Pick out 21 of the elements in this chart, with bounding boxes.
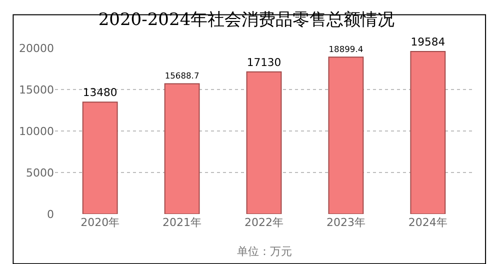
data-label: 18899.4 <box>328 44 364 54</box>
data-label: 13480 <box>82 86 118 100</box>
y-tick-label: 5000 <box>26 166 54 180</box>
y-tick-label: 10000 <box>19 124 54 138</box>
bar <box>328 56 364 214</box>
bar <box>82 102 118 214</box>
data-label: 17130 <box>246 56 282 69</box>
bar <box>410 50 446 214</box>
y-tick-label: 15000 <box>19 83 54 96</box>
x-tick-label: 2020年 <box>80 216 120 229</box>
y-tick-label: 0 <box>47 208 54 221</box>
text: 单位：万元 <box>237 245 292 258</box>
x-tick-label: 2021年 <box>162 216 202 229</box>
y-tick-label: 20000 <box>19 42 54 55</box>
bar <box>164 83 200 214</box>
x-tick-label: 2022年 <box>244 216 284 229</box>
data-label: 15688.7 <box>164 70 200 81</box>
x-tick-label: 2024年 <box>408 216 448 229</box>
x-tick-label: 2023年 <box>326 216 366 229</box>
bar <box>246 71 282 214</box>
data-label: 19584 <box>410 36 446 48</box>
